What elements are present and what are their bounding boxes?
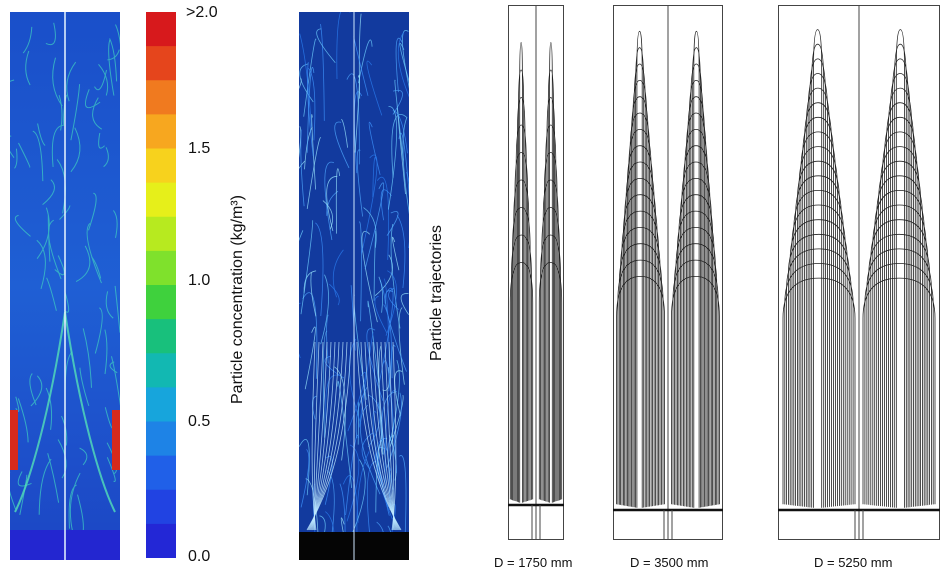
colorbar-step	[146, 523, 176, 558]
colorbar-step	[146, 148, 176, 184]
colorbar-tick-1-5: 1.5	[188, 140, 211, 157]
concentration-field	[10, 12, 120, 560]
colorbar-step	[146, 421, 176, 457]
contour-label-3500: D = 3500 mm	[630, 555, 709, 570]
colorbar-step	[146, 80, 176, 115]
trajectories-field	[299, 12, 409, 560]
colorbar-step	[146, 114, 176, 150]
colorbar-step	[146, 387, 176, 423]
contour-plot-3500	[613, 5, 723, 540]
colorbar-step	[146, 353, 176, 388]
colorbar-step	[146, 46, 176, 81]
contour-label-1750: D = 1750 mm	[494, 555, 573, 570]
contour-label-5250: D = 5250 mm	[814, 555, 893, 570]
colorbar-step	[146, 250, 176, 286]
contour-plot-1750	[508, 5, 564, 540]
trajectories-axis-label: Particle trajectories	[428, 224, 445, 361]
colorbar-step	[146, 182, 176, 218]
colorbar-tick-0-0: 0.0	[188, 548, 211, 565]
colorbar-tick-1-0: 1.0	[188, 272, 211, 289]
colorbar-step	[146, 12, 176, 47]
colorbar	[146, 12, 176, 558]
colorbar-step	[146, 285, 176, 320]
colorbar-step	[146, 455, 176, 491]
colorbar-tick-2-0: >2.0	[186, 4, 218, 21]
colorbar-step	[146, 489, 176, 525]
colorbar-step	[146, 216, 176, 252]
colorbar-axis-label: Particle concentration (kg/m³)	[229, 195, 246, 404]
colorbar-gradient	[146, 12, 176, 558]
contour-plot-5250	[778, 5, 940, 540]
colorbar-tick-0-5: 0.5	[188, 413, 211, 430]
colorbar-step	[146, 319, 176, 354]
